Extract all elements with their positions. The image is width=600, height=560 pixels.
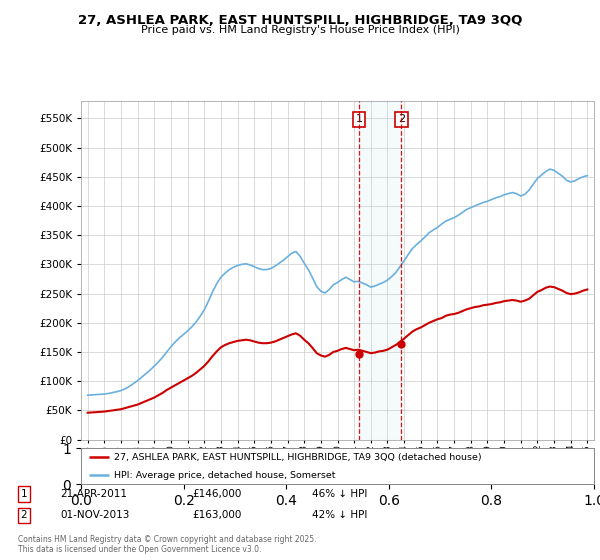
Text: 27, ASHLEA PARK, EAST HUNTSPILL, HIGHBRIDGE, TA9 3QQ (detached house): 27, ASHLEA PARK, EAST HUNTSPILL, HIGHBRI… <box>115 452 482 461</box>
Text: 1: 1 <box>356 114 362 124</box>
Text: Price paid vs. HM Land Registry's House Price Index (HPI): Price paid vs. HM Land Registry's House … <box>140 25 460 35</box>
Bar <box>359 101 401 440</box>
Text: £146,000: £146,000 <box>192 489 241 499</box>
Text: HPI: Average price, detached house, Somerset: HPI: Average price, detached house, Some… <box>115 471 336 480</box>
Text: 27, ASHLEA PARK, EAST HUNTSPILL, HIGHBRIDGE, TA9 3QQ: 27, ASHLEA PARK, EAST HUNTSPILL, HIGHBRI… <box>78 14 522 27</box>
Text: 01-NOV-2013: 01-NOV-2013 <box>60 510 130 520</box>
Text: 42% ↓ HPI: 42% ↓ HPI <box>312 510 367 520</box>
Text: Contains HM Land Registry data © Crown copyright and database right 2025.
This d: Contains HM Land Registry data © Crown c… <box>18 535 317 554</box>
Text: £163,000: £163,000 <box>192 510 241 520</box>
Text: 46% ↓ HPI: 46% ↓ HPI <box>312 489 367 499</box>
Text: 1: 1 <box>20 489 28 499</box>
Text: 2: 2 <box>20 510 28 520</box>
Text: 2: 2 <box>398 114 405 124</box>
Text: 21-APR-2011: 21-APR-2011 <box>60 489 127 499</box>
